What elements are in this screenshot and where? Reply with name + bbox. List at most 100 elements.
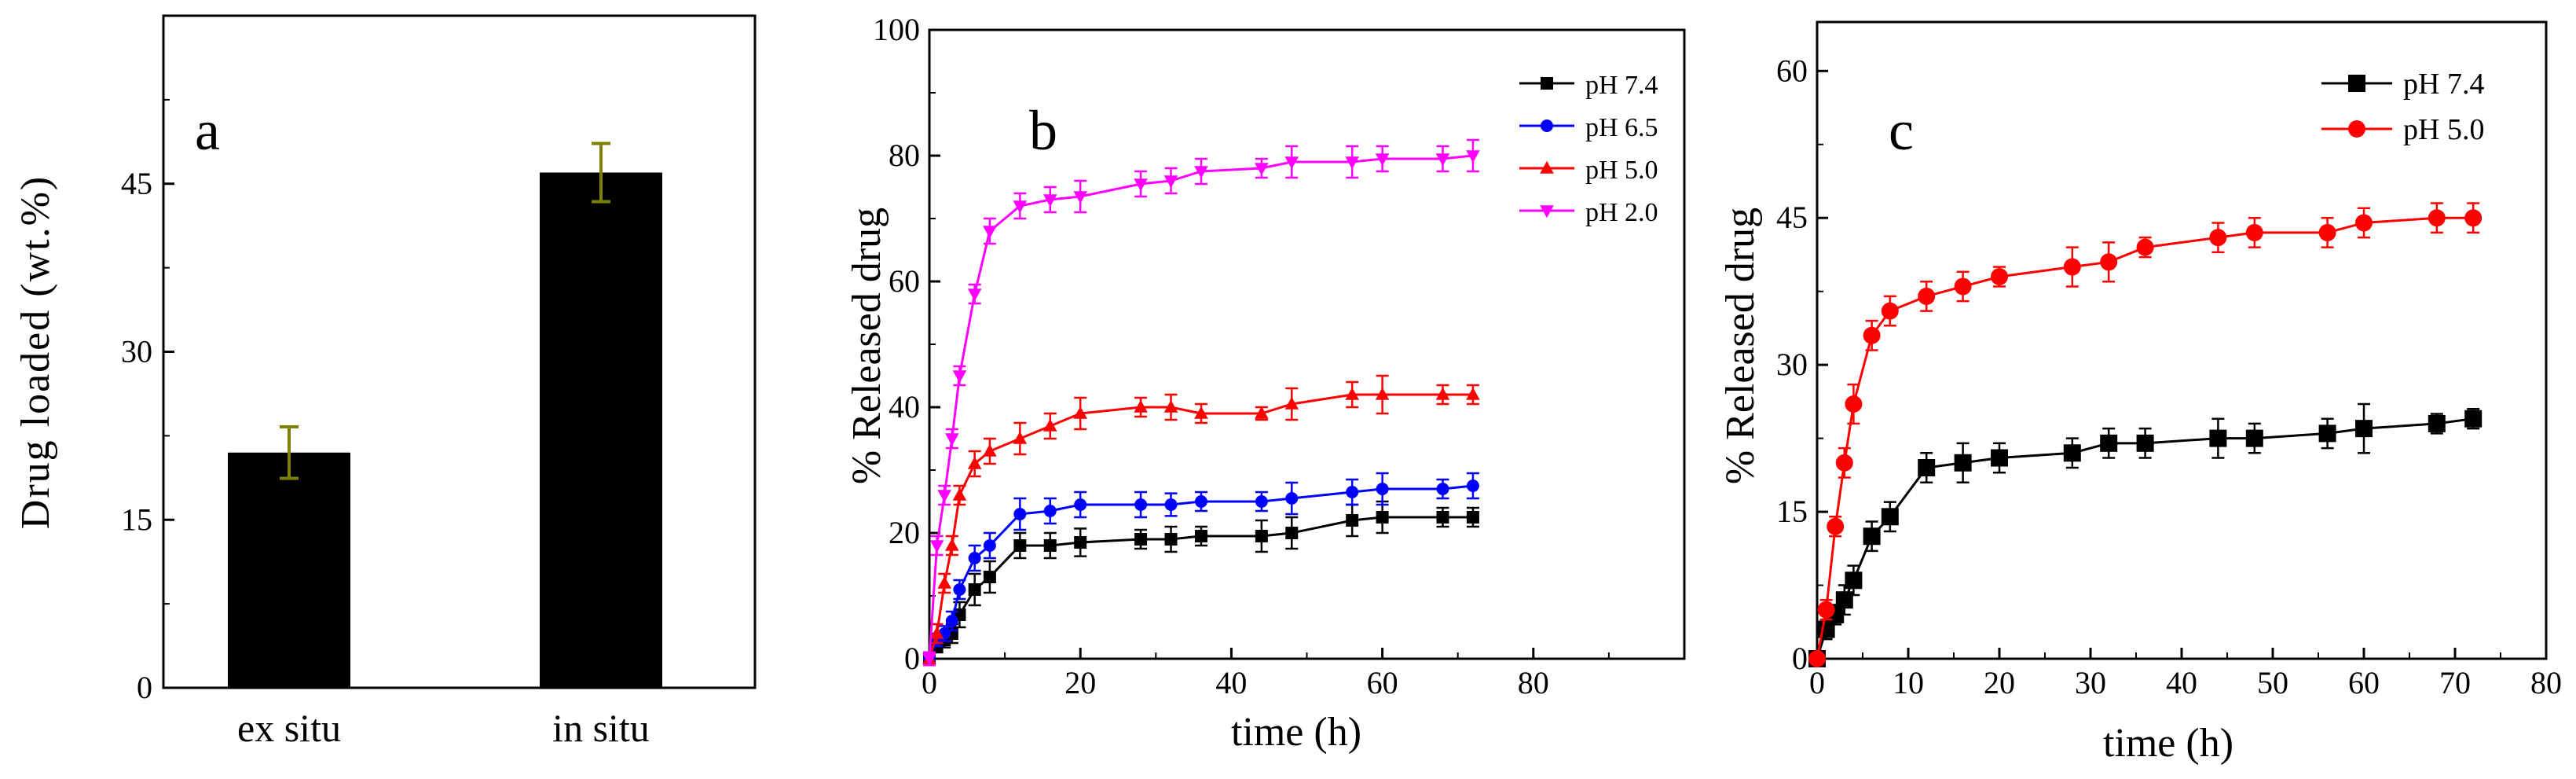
panel-b-legend-label-ph-6-5: pH 6.5 — [1585, 113, 1658, 142]
panel-b-series-ph-5-0-point — [1013, 431, 1028, 444]
panel-b-series-ph-6-5-point — [1013, 508, 1027, 520]
panel-c-series-ph-7-4-point — [1881, 508, 1899, 526]
panel-b-series-ph-5-0-point — [1134, 399, 1148, 413]
panel-c-series-ph-5-0-point — [1817, 601, 1835, 619]
panel-b-series-ph-2-0-point — [1134, 178, 1148, 192]
panel-b-series-ph-7-4-point — [1043, 539, 1057, 552]
panel-c-x-tick-label: 40 — [2166, 665, 2197, 700]
panel-c-x-tick-label: 10 — [1893, 665, 1924, 700]
panel-c-y-tick-label: 45 — [1776, 200, 1808, 235]
panel-b-series-ph-5-0-point — [937, 575, 952, 589]
panel-b-y-axis-label: % Released drug — [845, 208, 889, 484]
panel-c-y-tick-label: 15 — [1776, 494, 1808, 529]
panel-a-bars — [228, 141, 662, 688]
panel-b-series-ph-7-4-point — [1285, 527, 1299, 539]
category-label-ex-situ: ex situ — [237, 706, 341, 750]
panel-c-series-ph-7-4-point — [1954, 454, 1972, 472]
panel-c-y-axis-label: % Released drug — [1718, 208, 1763, 484]
panel-c-series-ph-7-4-point — [2136, 434, 2154, 452]
panel-b-legend-label-ph-7-4: pH 7.4 — [1585, 71, 1658, 100]
panel-b-series-ph-2-0-point — [1163, 175, 1178, 189]
panel-c-series-ph-5-0-point — [2318, 223, 2336, 241]
panel-b-series-ph-2-0-point — [1255, 163, 1269, 176]
panel-b-series-ph-5-0-point — [1466, 387, 1480, 400]
panel-c-x-tick-label: 70 — [2439, 665, 2471, 700]
panel-c-x-tick-label: 0 — [1809, 665, 1825, 700]
panel-c-series-ph-5-0-point — [2100, 253, 2118, 271]
panel-b-series-ph-7-4-point — [1436, 511, 1449, 524]
panel-b-series-ph-5-0-point — [1284, 396, 1299, 410]
panel-a-letter: a — [195, 99, 220, 162]
panel-c-series-ph-5-0-point — [1918, 287, 1936, 305]
panel-b-series-ph-5-0-point — [983, 443, 997, 457]
panel-b-series-ph-2-0-point — [1345, 156, 1359, 170]
panel-c-series-ph-7-4-point — [2209, 429, 2227, 447]
panel-b-y-tick-label: 100 — [873, 12, 920, 47]
panel-b-series-ph-5-0-point — [945, 538, 959, 551]
panel-c-series-ph-7-4-point — [2428, 414, 2446, 432]
panel-b-series-ph-2-0-point — [1073, 191, 1087, 204]
panel-b-series-ph-2-0-point — [1435, 153, 1450, 167]
panel-b-legend: pH 7.4 pH 6.5 pH 5.0 pH 2.0 — [1519, 71, 1658, 227]
panel-b-series-ph-5-0-point — [952, 487, 967, 501]
panel-c-series-ph-7-4-point — [2100, 434, 2118, 452]
panel-c-series-ph-7-4-point — [1835, 591, 1853, 609]
panel-a: a 0 15 30 45 ex situ in situ Drug loaded (wt… — [13, 14, 757, 750]
panel-c-series-ph-5-0-point — [2428, 209, 2446, 227]
panel-a-y-tick-label: 15 — [121, 502, 152, 537]
panel-b-series-ph-2-0 — [922, 138, 1480, 667]
panel-b-series-ph-2-0-point — [1194, 166, 1208, 179]
panel-c-series-ph-7-4-point — [2318, 424, 2336, 443]
panel-b-legend-label-ph-2-0: pH 2.0 — [1585, 198, 1658, 227]
panel-c-series-ph-5-0-point — [1954, 277, 1972, 296]
panel-c-x-axis-label: time (h) — [2103, 721, 2233, 766]
panel-b-series-ph-7-4-point — [1466, 511, 1479, 524]
panel-b-series-ph-2-0-point — [922, 653, 936, 667]
panel-b-letter: b — [1029, 99, 1057, 162]
panel-b-series-ph-6-5-point — [1074, 498, 1087, 511]
panel-b-series-ph-5-0-point — [1345, 387, 1359, 400]
panel-c-x-tick-label: 30 — [2075, 665, 2106, 700]
panel-b-series-ph-6-5-point — [1194, 495, 1207, 508]
panel-b-series-ph-5-0-point — [1194, 406, 1208, 419]
panel-c-axes: 0 10 20 30 40 50 60 70 80 0 15 30 45 60 — [1776, 53, 2562, 700]
panel-c-letter: c — [1889, 99, 1914, 162]
panel-c-legend: pH 7.4 pH 5.0 — [2321, 68, 2484, 146]
panel-a-y-tick-label: 30 — [121, 334, 152, 369]
panel-b-legend-marker-ph-6-5 — [1541, 119, 1553, 132]
panel-b-series-ph-5-0-point — [1255, 406, 1269, 419]
panel-b-series-ph-5-0-point — [929, 626, 944, 639]
panel-a-y-axis-label: Drug loaded (wt.%) — [13, 175, 58, 529]
panel-b: b 0 20 40 60 80 0 20 40 60 80 100 pH 7.4 pH 6.5 pH 5… — [845, 12, 1686, 755]
panel-c-series-ph-7-4 — [1808, 402, 2483, 667]
panel-b-series-ph-2-0-point — [937, 490, 952, 503]
panel-b-series-ph-5-0-point — [1375, 387, 1390, 400]
panel-b-series-ph-2-0-point — [1284, 156, 1299, 170]
panel-b-series-ph-5-0-point — [1073, 406, 1087, 419]
panel-c-series-ph-7-4-point — [2063, 444, 2081, 462]
panel-b-series-ph-2-0-point — [945, 433, 959, 446]
panel-b-series-ph-6-5-point — [1466, 480, 1479, 492]
panel-c-series-ph-5-0-point — [2136, 238, 2154, 256]
bar-in-situ — [540, 172, 662, 688]
panel-b-series-ph-7-4-point — [983, 571, 996, 583]
panel-c-series-ph-5-0-point — [1991, 268, 2008, 285]
panel-b-series-ph-6-5-point — [968, 552, 981, 564]
panel-c-series-ph-5-0 — [1808, 202, 2483, 667]
panel-c-legend-label-ph-7-4: pH 7.4 — [2403, 68, 2484, 101]
panel-c-series-ph-5-0-point — [1835, 454, 1853, 472]
panel-b-series-ph-5-0 — [922, 374, 1480, 667]
panel-c-series-ph-7-4-point — [1991, 449, 2008, 467]
panel-b-series-ph-6-5-point — [1043, 505, 1057, 517]
panel-c-series-ph-7-4-point — [2464, 410, 2483, 428]
panel-b-x-axis-label: time (h) — [1231, 710, 1361, 755]
panel-b-series-ph-6-5-point — [1255, 495, 1268, 508]
panel-b-y-tick-label: 60 — [889, 263, 920, 299]
panel-c-series-ph-5-0-point — [1863, 326, 1881, 344]
panel-b-series-ph-6-5-point — [1164, 498, 1178, 511]
panel-b-x-tick-label: 60 — [1367, 665, 1398, 700]
panel-b-y-tick-label: 80 — [889, 138, 920, 173]
panel-c-legend-marker-ph-5-0 — [2348, 120, 2365, 138]
panel-b-series-ph-5-0-point — [1435, 387, 1450, 400]
